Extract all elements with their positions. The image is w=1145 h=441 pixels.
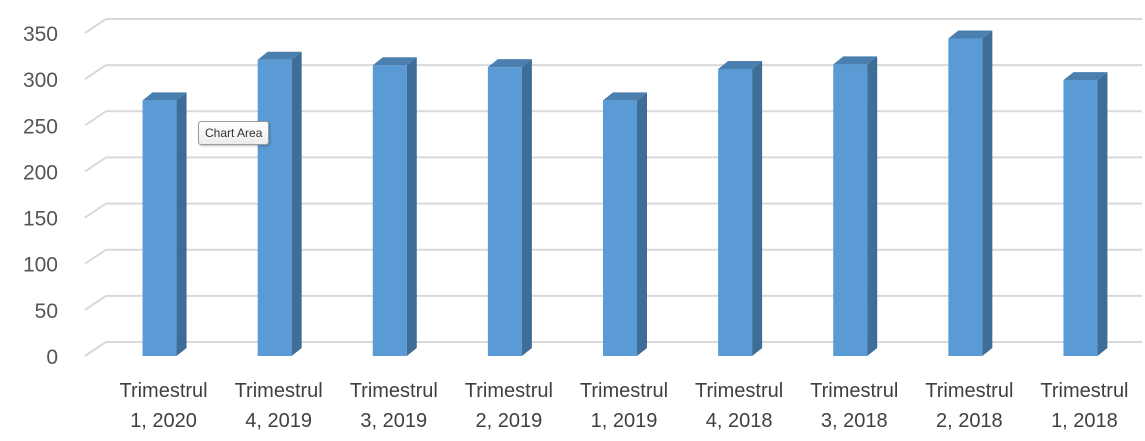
gridline-diagonal	[84, 341, 107, 357]
x-category-label: Trimestrul 4, 2018	[695, 380, 783, 432]
x-category-label-line: 2, 2019	[476, 410, 543, 432]
bar	[603, 100, 637, 357]
y-tick-label: 350	[23, 23, 58, 46]
x-category-label: Trimestrul 2, 2019	[465, 380, 553, 432]
x-category-label: Trimestrul 1, 2019	[580, 380, 668, 432]
bar-side	[291, 51, 302, 357]
x-category-label-line: 1, 2020	[130, 410, 197, 432]
bar-top	[1063, 72, 1108, 81]
bar-top	[257, 51, 302, 60]
bar-side	[406, 57, 417, 357]
bar	[142, 100, 177, 357]
x-category-label-line: 2, 2018	[936, 410, 1003, 432]
x-category-label-line: Trimestrul	[235, 380, 323, 402]
x-category-label-line: Trimestrul	[1040, 380, 1128, 402]
x-category-label: Trimestrul 3, 2018	[810, 380, 898, 432]
x-category-label-line: Trimestrul	[119, 380, 207, 402]
x-category-label-line: 4, 2018	[706, 410, 773, 432]
bar	[718, 68, 753, 357]
y-tick-label: 250	[23, 115, 58, 138]
y-tick-label: 300	[23, 69, 58, 92]
x-category-label: Trimestrul 3, 2019	[350, 380, 438, 432]
x-category-label: Trimestrul 4, 2019	[235, 380, 323, 432]
bar	[833, 64, 868, 357]
gridline-diagonal	[84, 202, 107, 219]
x-category-label-line: Trimestrul	[580, 380, 668, 402]
x-category-label-line: Trimestrul	[925, 380, 1013, 402]
x-category-label: Trimestrul 1, 2018	[1040, 380, 1128, 432]
y-tick-label: 50	[35, 300, 58, 323]
chart-area-tooltip: Chart Area	[198, 121, 270, 145]
y-tick-label: 0	[46, 346, 58, 369]
bar-side	[1097, 72, 1108, 357]
bar	[257, 59, 292, 357]
gridline-diagonal	[84, 156, 107, 173]
x-category-label-line: 3, 2019	[360, 410, 427, 432]
gridline-diagonal	[84, 248, 107, 265]
bars	[142, 30, 1108, 357]
gridline-diagonal	[84, 64, 107, 80]
x-category-label-line: Trimestrul	[810, 380, 898, 402]
bar-side	[752, 60, 763, 357]
x-category-label: Trimestrul 1, 2020	[119, 380, 207, 432]
x-category-label: Trimestrul 2, 2018	[925, 380, 1013, 432]
bar-top	[372, 57, 417, 66]
x-category-label-line: Trimestrul	[465, 380, 553, 402]
x-category-label-line: 1, 2019	[591, 410, 658, 432]
bar-side	[867, 56, 878, 357]
x-category-label-line: 3, 2018	[821, 410, 888, 432]
bar-top	[833, 56, 878, 65]
bar-side	[176, 92, 187, 357]
bar	[1063, 80, 1098, 357]
bar-side	[637, 92, 647, 357]
x-category-label-line: 1, 2018	[1051, 410, 1118, 432]
bar-top	[948, 30, 993, 39]
gridline-diagonal	[84, 110, 107, 127]
bar-side	[521, 59, 532, 356]
bar-top	[487, 59, 532, 68]
gridline-diagonal	[84, 295, 107, 311]
y-tick-label: 150	[23, 208, 58, 231]
bar-top	[603, 92, 647, 101]
bar-top	[142, 92, 187, 101]
y-axis-tick-labels: 0 50 100 150 200 250 300 350	[23, 23, 58, 369]
bar	[372, 65, 407, 357]
y-tick-label: 100	[23, 254, 58, 277]
x-category-label-line: 4, 2019	[245, 410, 312, 432]
x-category-label-line: Trimestrul	[350, 380, 438, 402]
bar-side	[982, 30, 993, 357]
gridline-diagonal	[84, 18, 107, 34]
bar-top	[718, 60, 763, 69]
bar	[948, 38, 983, 357]
y-tick-label: 200	[23, 161, 58, 184]
x-category-label-line: Trimestrul	[695, 380, 783, 402]
bar	[487, 67, 522, 356]
